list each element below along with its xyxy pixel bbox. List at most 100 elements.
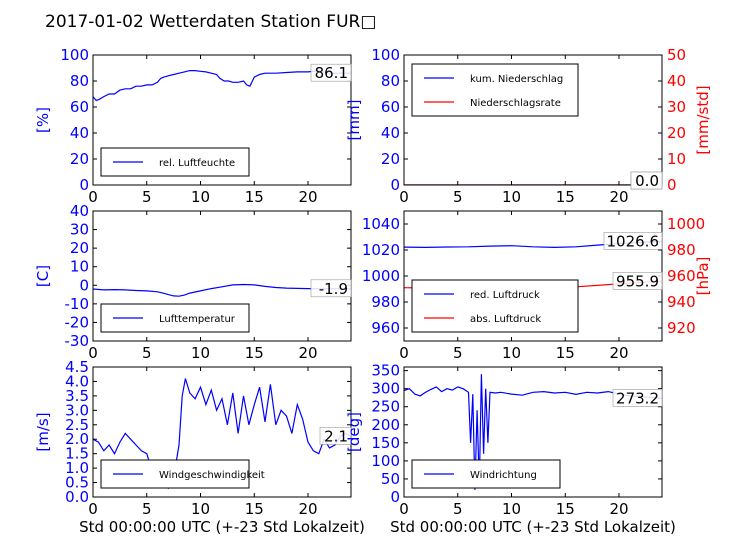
chart-panel-top-left: 0 5 10 15 20 0 20 40 60 80 100 [%] rel. Luftfeuchte 8… (34, 46, 352, 206)
x-tick-label: 15 (245, 188, 264, 206)
y-tick-label: 60 (381, 98, 400, 116)
plot-frame (92, 210, 352, 342)
annotation-box (310, 279, 352, 298)
annotation-box (310, 63, 352, 82)
x-tick-label: 15 (556, 500, 575, 518)
legend-label-1: kum. Niederschlag (470, 74, 563, 85)
x-tick-label: 20 (609, 500, 628, 518)
series-line-1 (404, 374, 662, 490)
y-axis-label: [deg] (345, 412, 363, 452)
x-tick-label: 0 (88, 188, 98, 206)
series-line-1 (93, 69, 351, 102)
y-tick-label: 30 (70, 221, 89, 239)
x-tick-label: 0 (88, 500, 98, 518)
y-axis-label: [%] (34, 107, 52, 133)
y-tick-label: 100 (60, 46, 89, 64)
x-tick-label: 20 (609, 188, 628, 206)
series-line-1 (93, 378, 351, 490)
y-tick-label: 0.0 (65, 488, 89, 506)
series-group (93, 378, 351, 490)
y2-axis-label: [hPa] (694, 257, 712, 296)
value-annotation-1: 86.1 (310, 63, 352, 82)
series-line-1 (93, 283, 351, 297)
legend-label-1: red. Luftdruck (470, 290, 540, 301)
y-tick-label: 1020 (362, 241, 400, 259)
chart-panel-middle-left: 0 5 10 15 20-30-20-10010203040[C]Lufttempera… (34, 202, 352, 362)
x-tick-label: 20 (298, 344, 317, 362)
x-tick-label: 10 (502, 344, 521, 362)
y-tick-label: 20 (381, 150, 400, 168)
y-tick-label: 150 (371, 434, 400, 452)
y-axis-label: [C] (34, 265, 52, 287)
y-axis-label: [mm] (345, 100, 363, 141)
legend-box (411, 63, 579, 117)
y-tick-label: 80 (381, 72, 400, 90)
y2-tick-label: 1000 (667, 215, 705, 233)
y-tick-label: -30 (65, 332, 90, 350)
annotation-box (630, 171, 663, 190)
y-tick-label: 350 (371, 362, 400, 380)
y-axis-label: [m/s] (34, 412, 52, 451)
x-tick-label: 10 (191, 344, 210, 362)
y-tick-label: 20 (70, 150, 89, 168)
y-tick-label: 0.5 (65, 474, 89, 492)
y-tick-label: 100 (371, 452, 400, 470)
y-tick-label: -20 (65, 313, 90, 331)
y-tick-label: 0 (79, 176, 89, 194)
y-tick-label: 2.0 (65, 430, 89, 448)
x-tick-label: 0 (399, 344, 409, 362)
annotation-text: 86.1 (315, 64, 348, 82)
y2-tick-label: 940 (667, 293, 696, 311)
legend: Windgeschwindigkeit (100, 459, 265, 489)
y-tick-label: 960 (371, 319, 400, 337)
legend: red. Luftdruck abs. Luftdruck (411, 279, 579, 333)
y-tick-label: 20 (70, 239, 89, 257)
legend-label-1: Windgeschwindigkeit (159, 470, 265, 481)
x-tick-label: 5 (453, 188, 463, 206)
legend-label-1: rel. Luftfeuchte (159, 158, 235, 169)
y-tick-label: 200 (371, 416, 400, 434)
x-tick-label: 15 (245, 500, 264, 518)
x-tick-label: 5 (142, 188, 152, 206)
y2-tick-label: 30 (667, 98, 686, 116)
x-tick-label: 10 (502, 188, 521, 206)
series-group (93, 283, 351, 297)
x-tick-label: 20 (609, 344, 628, 362)
series-group (93, 69, 351, 102)
legend-label-1: Windrichtung (470, 470, 537, 481)
annotation-box (319, 427, 352, 445)
figure-title: 2017-01-02 Wetterdaten Station FUR□ (45, 12, 376, 32)
x-tick-label: 5 (142, 344, 152, 362)
x-tick-label: 5 (453, 500, 463, 518)
legend: Windrichtung (411, 459, 561, 489)
chart-panel-top-right: 0 5 10 15 20 0 20 40 60 80 100 0 10 20 30 40 50 [mm] [mm/s… (345, 46, 712, 206)
y2-axis-label: [mm/std] (694, 85, 712, 154)
value-annotation-1: -1.9 (310, 279, 352, 298)
y-tick-label: 4.0 (65, 372, 89, 390)
chart-panel-middle-right: 0 5 10 15 20 960 980 1000 1020 1040 920 940 960 980 10… (362, 210, 712, 362)
y2-tick-label: 920 (667, 319, 696, 337)
x-tick-label: 0 (399, 500, 409, 518)
x-tick-label: 15 (556, 344, 575, 362)
x-axis-label: Std 00:00:00 UTC (+-23 Std Lokalzeit) (79, 518, 365, 536)
legend-label-1: Lufttemperatur (159, 314, 236, 325)
x-tick-label: 15 (556, 188, 575, 206)
x-tick-label: 15 (245, 344, 264, 362)
x-tick-label: 20 (298, 188, 317, 206)
y2-tick-label: 20 (667, 124, 686, 142)
y2-tick-label: 0 (667, 176, 677, 194)
x-tick-label: 10 (502, 500, 521, 518)
plot-frame (403, 366, 663, 498)
x-tick-label: 10 (191, 500, 210, 518)
y-tick-label: 0 (390, 176, 400, 194)
series-group (404, 374, 662, 490)
value-annotation-1: 273.2 (612, 389, 663, 407)
annotation-text: -1.9 (319, 280, 348, 298)
y2-tick-label: 40 (667, 72, 686, 90)
value-annotation-2: 955.9 (612, 272, 663, 290)
x-tick-label: 0 (399, 188, 409, 206)
chart-panel-bottom-left: 0 5 10 15 20 0.00.51.01.52.02.53.03.54.04.5 [m… (34, 358, 365, 536)
y-tick-label: 4.5 (65, 358, 89, 376)
